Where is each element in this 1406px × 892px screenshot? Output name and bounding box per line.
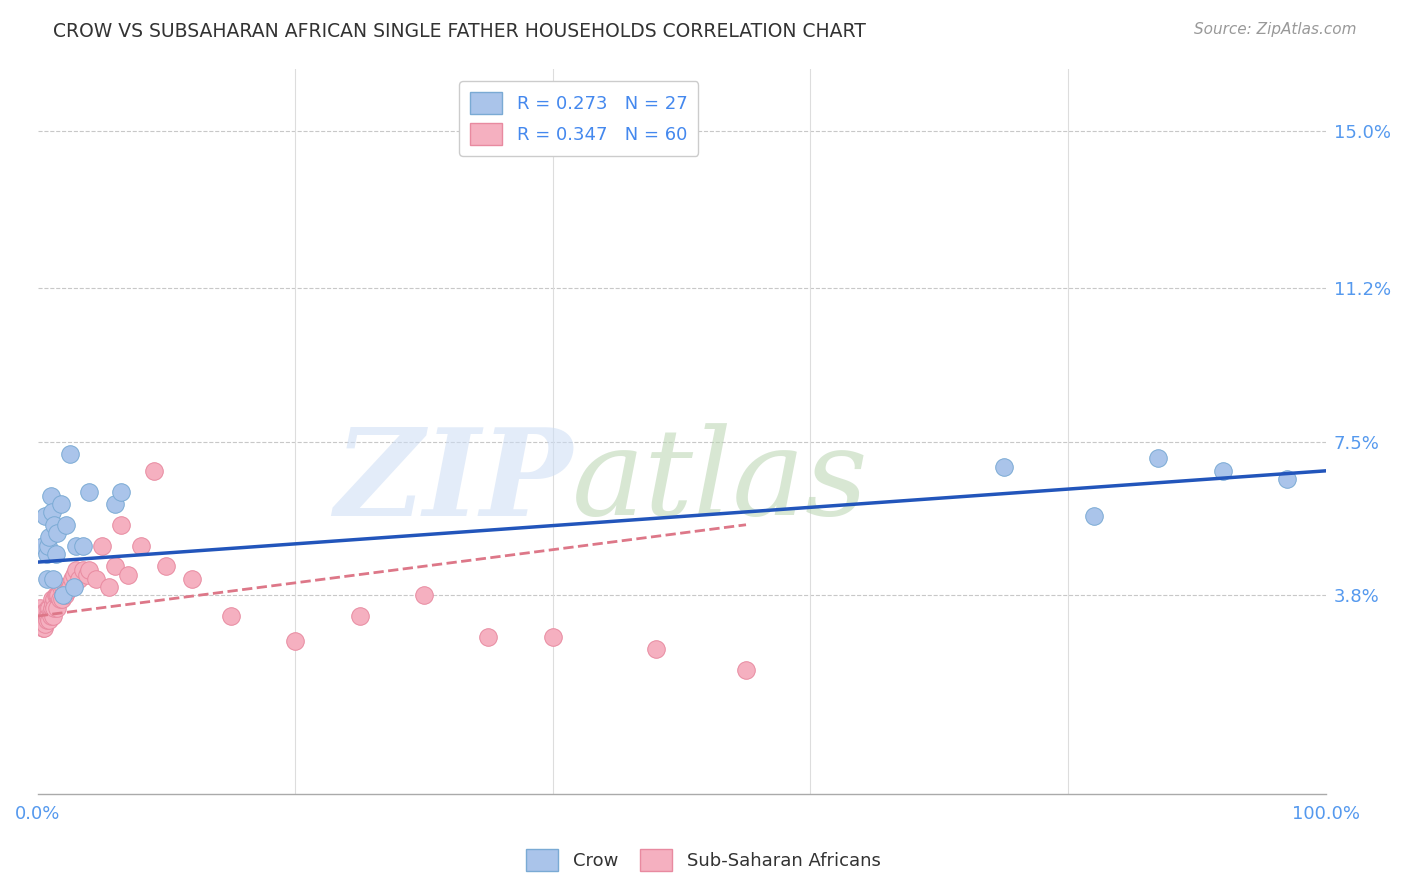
Point [45,547,67,561]
Point [84,572,107,586]
Text: atlas: atlas [572,424,869,541]
Point [59,580,82,594]
Point [44,517,66,532]
Point [181,572,204,586]
Point [39,489,62,503]
Point [55,580,77,594]
Point [735,663,758,677]
Point [31,539,53,553]
Point [38,600,60,615]
Point [44,592,66,607]
Point [41,600,63,615]
Point [48,592,70,607]
Point [35,613,58,627]
Point [110,484,132,499]
Point [49,580,72,594]
Point [65,563,87,577]
Point [97,580,120,594]
Point [34,509,56,524]
Point [45,588,67,602]
Point [52,580,75,594]
Point [49,497,72,511]
Point [1083,509,1105,524]
Point [65,539,87,553]
Point [62,567,84,582]
Point [59,447,82,461]
Point [42,572,65,586]
Point [31,609,53,624]
Point [77,484,100,499]
Point [32,622,55,636]
Point [62,580,84,594]
Point [53,588,76,602]
Point [46,588,69,602]
Point [77,563,100,577]
Point [142,464,165,478]
Text: CROW VS SUBSAHARAN AFRICAN SINGLE FATHER HOUSEHOLDS CORRELATION CHART: CROW VS SUBSAHARAN AFRICAN SINGLE FATHER… [53,22,866,41]
Legend: Crow, Sub-Saharan Africans: Crow, Sub-Saharan Africans [519,842,887,879]
Point [34,617,56,632]
Point [51,592,73,607]
Point [39,605,62,619]
Point [349,609,371,624]
Point [42,609,65,624]
Point [30,600,52,615]
Point [413,588,436,602]
Point [35,609,58,624]
Point [46,600,69,615]
Point [38,613,60,627]
Point [1275,472,1298,486]
Legend: R = 0.273   N = 27, R = 0.347   N = 60: R = 0.273 N = 27, R = 0.347 N = 60 [458,81,699,156]
Point [35,547,58,561]
Point [155,559,177,574]
Point [541,630,564,644]
Point [117,567,139,582]
Point [91,539,114,553]
Point [129,539,152,553]
Point [35,572,58,586]
Point [44,600,66,615]
Point [56,584,79,599]
Point [52,588,75,602]
Point [34,605,56,619]
Point [42,597,65,611]
Point [55,517,77,532]
Text: ZIP: ZIP [333,423,572,541]
Point [644,642,666,657]
Point [1211,464,1233,478]
Point [1147,451,1170,466]
Point [284,634,307,648]
Point [37,600,59,615]
Point [104,497,127,511]
Point [993,459,1015,474]
Text: Source: ZipAtlas.com: Source: ZipAtlas.com [1194,22,1357,37]
Point [72,563,94,577]
Point [62,572,84,586]
Point [110,517,132,532]
Point [38,530,60,544]
Point [31,613,53,627]
Point [37,609,59,624]
Point [39,609,62,624]
Point [76,567,98,582]
Point [41,592,63,607]
Point [31,622,53,636]
Point [219,609,242,624]
Point [41,505,63,519]
Point [31,609,53,624]
Point [46,588,69,602]
Point [46,526,69,541]
Point [477,630,499,644]
Point [72,539,94,553]
Point [104,559,127,574]
Point [37,539,59,553]
Point [32,605,55,619]
Point [67,572,90,586]
